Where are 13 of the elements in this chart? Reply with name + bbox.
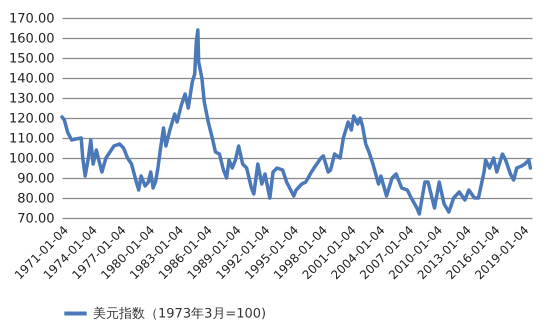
y-tick-label: 90.00 xyxy=(17,172,54,186)
y-tick-label: 80.00 xyxy=(17,192,54,206)
y-tick-label: 120.00 xyxy=(9,112,54,126)
y-tick-label: 170.00 xyxy=(9,12,54,26)
y-tick-label: 70.00 xyxy=(17,212,54,226)
y-tick-label: 130.00 xyxy=(9,92,54,106)
y-tick-label: 110.00 xyxy=(9,132,54,146)
y-tick-label: 140.00 xyxy=(9,72,54,86)
y-tick-label: 100.00 xyxy=(9,152,54,166)
y-tick-label: 160.00 xyxy=(9,32,54,46)
legend-label: 美元指数（1973年3月=100) xyxy=(93,306,266,322)
y-tick-label: 150.00 xyxy=(9,52,54,66)
line-series xyxy=(60,28,532,216)
